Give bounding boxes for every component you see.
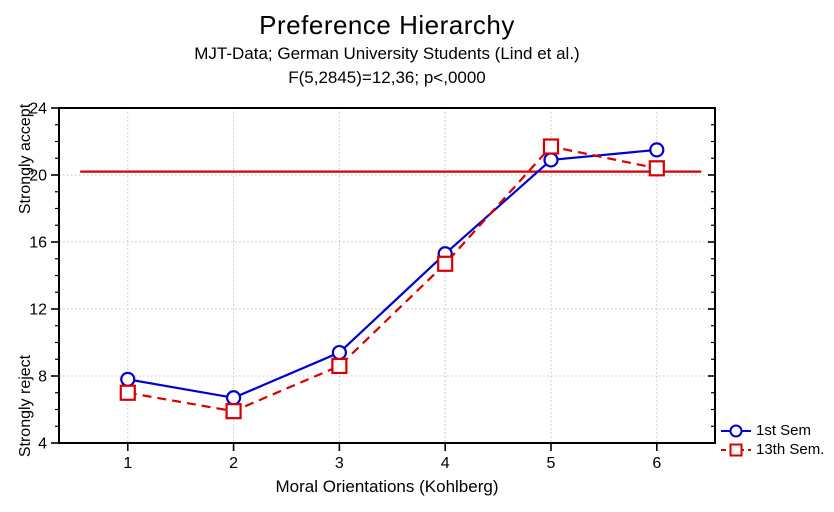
- legend-label: 1st Sem: [756, 422, 812, 439]
- chart-title: Preference Hierarchy: [259, 10, 515, 40]
- data-point: [437, 255, 454, 272]
- data-point: [119, 384, 136, 401]
- data-point: [225, 390, 242, 406]
- legend-item-1st-sem: 1st Sem: [721, 421, 824, 440]
- y-tick-label: 24: [29, 101, 47, 118]
- data-point: [649, 142, 665, 158]
- y-tick-label: 4: [38, 436, 47, 453]
- x-tick-label: 6: [652, 455, 661, 472]
- y-tick-label: 12: [29, 302, 47, 319]
- x-tick-label: 1: [123, 455, 132, 472]
- series-line-0: [127, 148, 657, 399]
- data-point: [331, 344, 347, 361]
- y-tick-label: 8: [38, 369, 47, 386]
- series-line-1: [127, 145, 658, 413]
- chart-subtitle: MJT-Data; German University Students (Li…: [194, 44, 580, 63]
- data-point: [225, 403, 242, 420]
- data-point: [648, 160, 665, 177]
- data-point: [543, 152, 559, 168]
- x-axis-label: Moral Orientations (Kohlberg): [275, 477, 499, 496]
- chart-stats-line: F(5,2845)=12,36; p<,0000: [288, 68, 486, 87]
- legend-marker: [729, 443, 743, 456]
- x-tick-label: 4: [441, 455, 450, 472]
- y-tick-label: 16: [29, 235, 47, 252]
- x-tick-label: 2: [229, 455, 238, 472]
- legend-marker: [729, 424, 743, 437]
- x-tick-label: 5: [547, 455, 556, 472]
- data-point: [542, 138, 560, 155]
- legend-marker-square-icon: [721, 443, 751, 456]
- x-tick-label: 3: [335, 455, 344, 472]
- y-tick-label: 20: [29, 168, 47, 185]
- legend-item-13th-sem: 13th Sem.: [721, 440, 824, 459]
- legend-marker-circle-icon: [721, 424, 751, 437]
- data-point: [120, 371, 136, 387]
- legend: 1st Sem 13th Sem.: [721, 421, 824, 459]
- legend-label: 13th Sem.: [756, 441, 825, 458]
- plot-frame: [58, 107, 716, 444]
- data-point: [331, 357, 348, 375]
- chart-header: Preference Hierarchy MJT-Data; German Un…: [59, 10, 715, 88]
